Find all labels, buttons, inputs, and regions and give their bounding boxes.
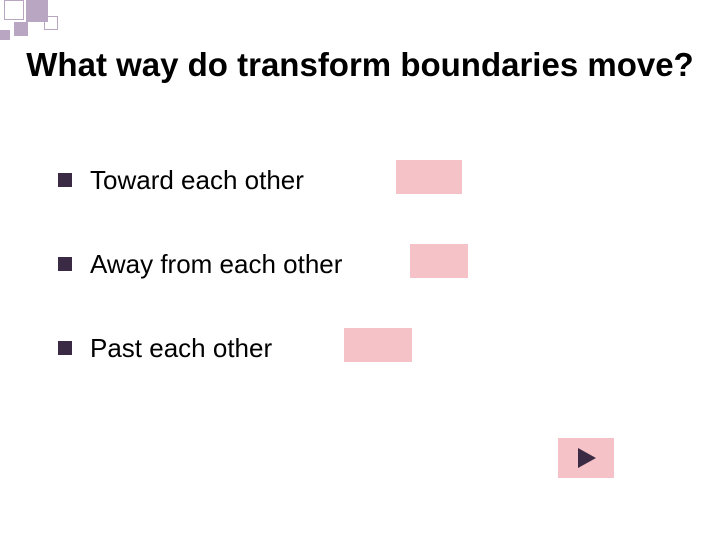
slide-title: What way do transform boundaries move?: [0, 44, 720, 85]
option-text: Away from each other: [90, 249, 342, 280]
option-row: Toward each other: [58, 160, 618, 200]
play-icon: [574, 446, 598, 470]
corner-decoration: [0, 0, 160, 50]
option-row: Past each other: [58, 328, 618, 368]
option-text: Past each other: [90, 333, 272, 364]
next-button[interactable]: [558, 438, 614, 478]
answer-box[interactable]: [344, 328, 412, 362]
answer-box[interactable]: [410, 244, 468, 278]
option-text: Toward each other: [90, 165, 304, 196]
bullet-icon: [58, 257, 72, 271]
options-list: Toward each other Away from each other P…: [58, 160, 618, 412]
bullet-icon: [58, 341, 72, 355]
answer-box[interactable]: [396, 160, 462, 194]
option-row: Away from each other: [58, 244, 618, 284]
bullet-icon: [58, 173, 72, 187]
